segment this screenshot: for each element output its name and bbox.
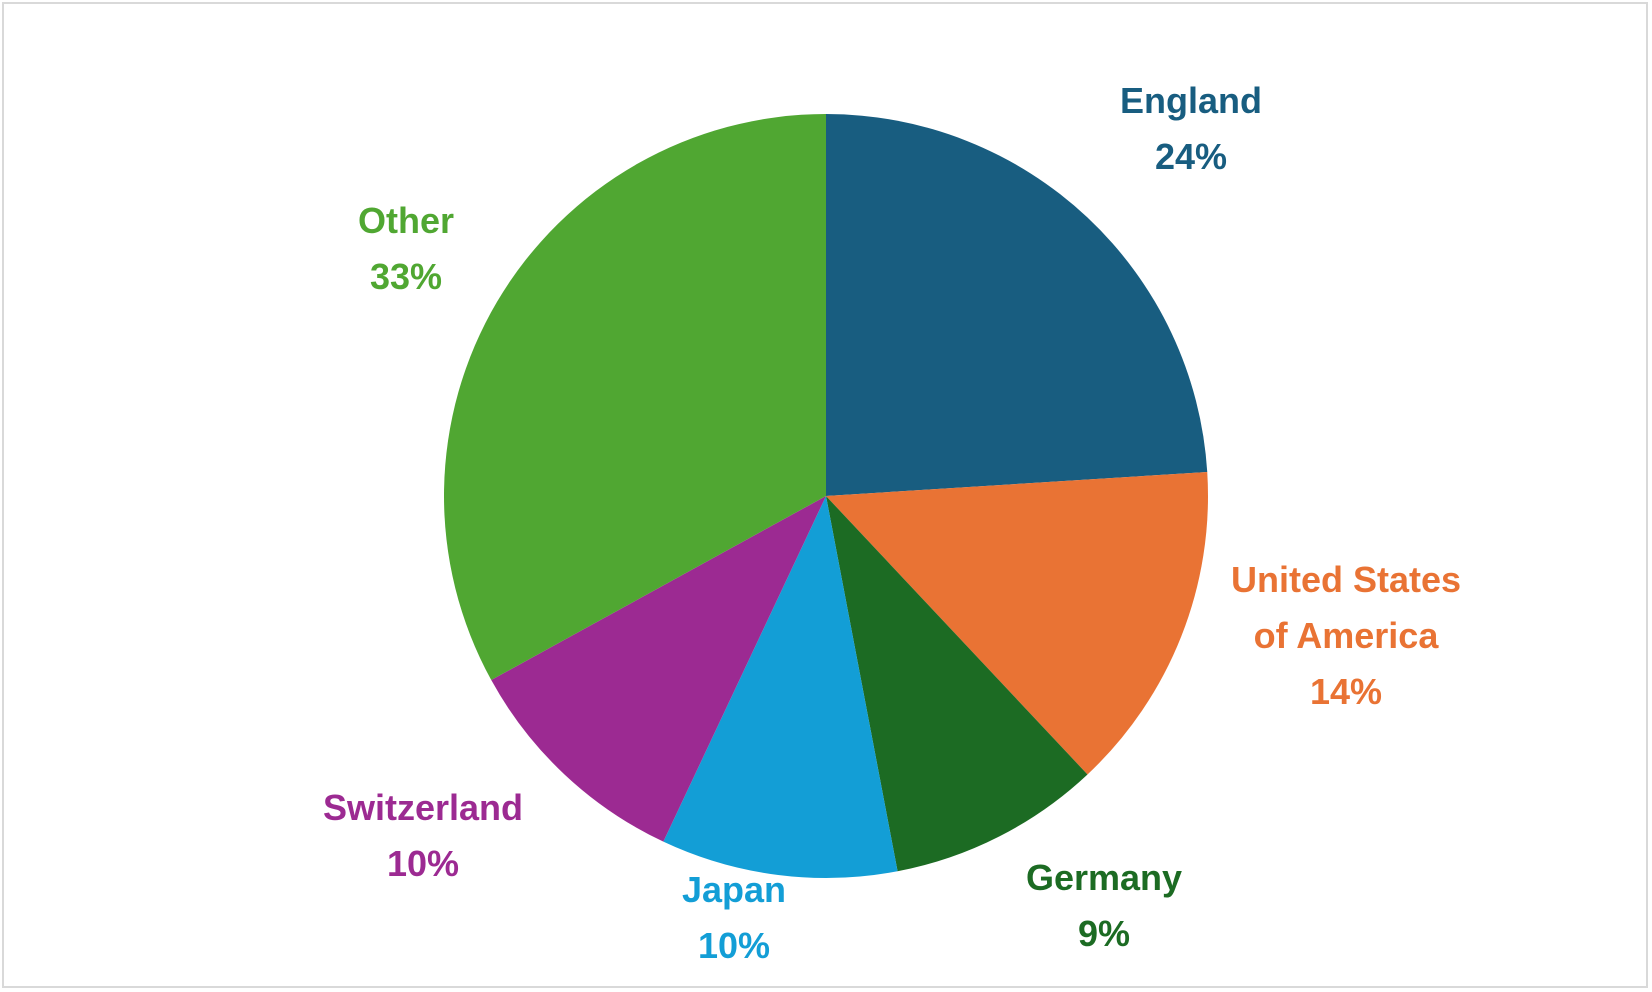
data-label-name: Switzerland	[323, 787, 523, 828]
pie-slice-switzerland	[491, 496, 826, 842]
pie-slice-united-states-of-america	[826, 472, 1208, 775]
pie-slice-germany	[826, 496, 1088, 872]
data-label: Japan 10%	[682, 869, 786, 966]
data-label: Other 33%	[358, 200, 454, 297]
data-label-percent: 10%	[698, 925, 770, 966]
data-label-percent: 9%	[1078, 913, 1130, 954]
data-label-percent: 10%	[387, 843, 459, 884]
data-label-percent: 33%	[370, 256, 442, 297]
data-label-name: Japan	[682, 869, 786, 910]
pie-slice-other	[443, 114, 826, 681]
data-label: United States of America 14%	[1231, 559, 1461, 712]
pie-slice-japan	[663, 496, 898, 878]
data-label-name: Other	[358, 200, 454, 241]
pie-labels: England 24% United States of America 14% Germ…	[323, 80, 1461, 966]
pie-slice-england	[826, 114, 1208, 496]
data-label-name: United States	[1231, 559, 1461, 600]
data-label-name: England	[1120, 80, 1262, 121]
data-label: Germany 9%	[1026, 857, 1182, 954]
pie-slices	[443, 114, 1208, 878]
data-label: Switzerland 10%	[323, 787, 523, 884]
data-label-percent: 14%	[1310, 671, 1382, 712]
data-label-percent: 24%	[1155, 136, 1227, 177]
data-label-name: of America	[1254, 615, 1440, 656]
data-label-name: Germany	[1026, 857, 1182, 898]
data-label: England 24%	[1120, 80, 1262, 177]
